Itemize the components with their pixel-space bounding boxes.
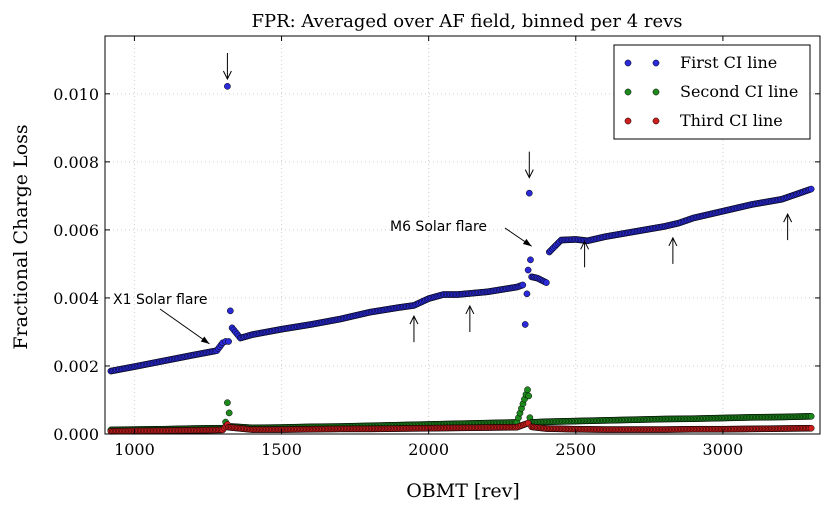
legend-marker <box>652 117 660 125</box>
data-point <box>527 256 534 264</box>
data-point <box>226 307 234 315</box>
data-point <box>807 424 815 432</box>
legend-label: Third CI line <box>680 111 783 130</box>
x-axis-label: OBMT [rev] <box>406 480 520 502</box>
y-tick-label: 0.010 <box>53 85 99 104</box>
x-tick-label: 1500 <box>261 440 302 459</box>
annotation-text: X1 Solar flare <box>113 292 208 308</box>
legend-marker <box>624 117 632 125</box>
data-point <box>519 281 527 289</box>
legend: First CI line Second CI line Third CI line <box>613 44 811 140</box>
legend-marker <box>652 59 660 67</box>
arrow-markers <box>222 53 793 343</box>
legend-item-3: Third CI line <box>624 111 783 130</box>
chart-title: FPR: Averaged over AF field, binned per … <box>251 11 682 32</box>
axis-ticks: 1000 1500 2000 2500 3000 0.000 0.002 0.004 0.006… <box>53 36 820 459</box>
annotation-1: X1 Solar flare <box>113 292 210 345</box>
arrow-marker <box>465 304 475 332</box>
annotation-2: M6 Solar flare <box>390 219 532 247</box>
data-point <box>524 386 531 394</box>
arrow-marker <box>222 53 232 81</box>
data-point <box>521 321 529 328</box>
data-point <box>224 399 231 407</box>
data-point <box>543 279 550 286</box>
data-point <box>523 290 531 298</box>
annotation-arrowhead <box>522 238 532 247</box>
y-tick-label: 0.006 <box>53 221 99 240</box>
arrow-marker <box>409 315 419 343</box>
legend-box <box>613 44 811 140</box>
annotation-text: M6 Solar flare <box>390 219 487 235</box>
legend-marker <box>624 59 632 67</box>
series-3 <box>107 419 815 435</box>
legend-item-2: Second CI line <box>624 82 798 101</box>
annotation-arrowhead <box>200 336 210 344</box>
data-point <box>224 82 231 90</box>
data-point <box>225 338 232 345</box>
legend-marker <box>652 88 660 96</box>
y-tick-label: 0.004 <box>53 289 99 308</box>
data-point <box>525 392 533 400</box>
x-tick-label: 2500 <box>555 440 596 459</box>
plot-frame <box>104 35 821 435</box>
data-point <box>807 185 815 193</box>
legend-label: Second CI line <box>680 82 798 101</box>
arrow-marker <box>580 240 590 268</box>
data-points <box>107 82 815 435</box>
data-point <box>524 266 532 274</box>
x-tick-label: 2000 <box>408 440 449 459</box>
legend-label: First CI line <box>680 53 777 72</box>
y-axis-label: Fractional Charge Loss <box>10 124 32 349</box>
x-tick-label: 3000 <box>703 440 744 459</box>
data-point <box>807 412 815 420</box>
annotation-arrow <box>159 308 210 345</box>
arrow-marker <box>668 236 678 264</box>
legend-item-1: First CI line <box>624 53 777 72</box>
annotations: X1 Solar flare M6 Solar flare <box>113 219 532 345</box>
series-1 <box>107 82 815 375</box>
data-point <box>525 189 533 197</box>
legend-marker <box>624 88 632 96</box>
y-tick-label: 0.002 <box>53 357 99 376</box>
y-tick-label: 0.008 <box>53 153 99 172</box>
arrow-marker <box>524 151 534 179</box>
y-tick-label: 0.000 <box>53 425 99 444</box>
data-point <box>225 409 233 417</box>
x-tick-label: 1000 <box>114 440 155 459</box>
arrow-marker <box>783 212 793 241</box>
